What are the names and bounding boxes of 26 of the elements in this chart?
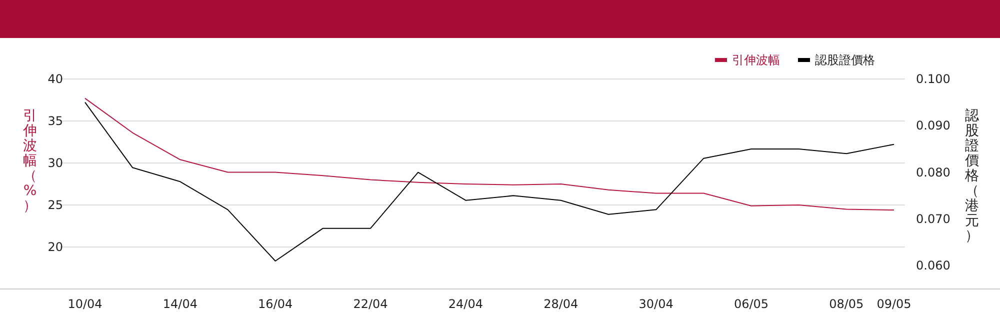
y-tick-label: 35 xyxy=(48,114,63,128)
text: 認股證價格（港元） xyxy=(965,108,979,244)
x-tick-label: 09/05 xyxy=(876,297,912,311)
legend-label: 引伸波幅 xyxy=(732,53,780,67)
line-series xyxy=(84,102,894,262)
y2-tick-label: 0.090 xyxy=(916,118,950,133)
y-tick-label: 25 xyxy=(48,198,63,212)
x-tick-label: 28/04 xyxy=(544,297,578,311)
y-axis-title: 引伸波幅（%） xyxy=(22,108,37,214)
x-tick-label: 08/05 xyxy=(829,297,864,311)
legend-label: 認股證價格 xyxy=(815,53,875,67)
x-tick-label: 30/04 xyxy=(638,297,674,311)
y2-tick-label: 0.100 xyxy=(916,72,950,86)
x-tick-label: 06/05 xyxy=(734,297,769,311)
x-tick-label: 24/04 xyxy=(448,297,484,311)
x-tick-label: 22/04 xyxy=(353,297,388,311)
x-tick-label: 14/04 xyxy=(162,297,198,311)
line-series xyxy=(84,98,894,211)
y-tick-label: 20 xyxy=(48,240,63,254)
y2-tick-label: 0.080 xyxy=(916,165,950,180)
y2-tick-label: 0.070 xyxy=(916,212,950,226)
y-tick-label: 30 xyxy=(48,156,63,170)
y2-tick-label: 0.060 xyxy=(916,258,950,273)
x-tick-label: 10/04 xyxy=(68,297,102,311)
x-tick-label: 16/04 xyxy=(258,297,293,311)
y-tick-label: 40 xyxy=(48,72,63,86)
